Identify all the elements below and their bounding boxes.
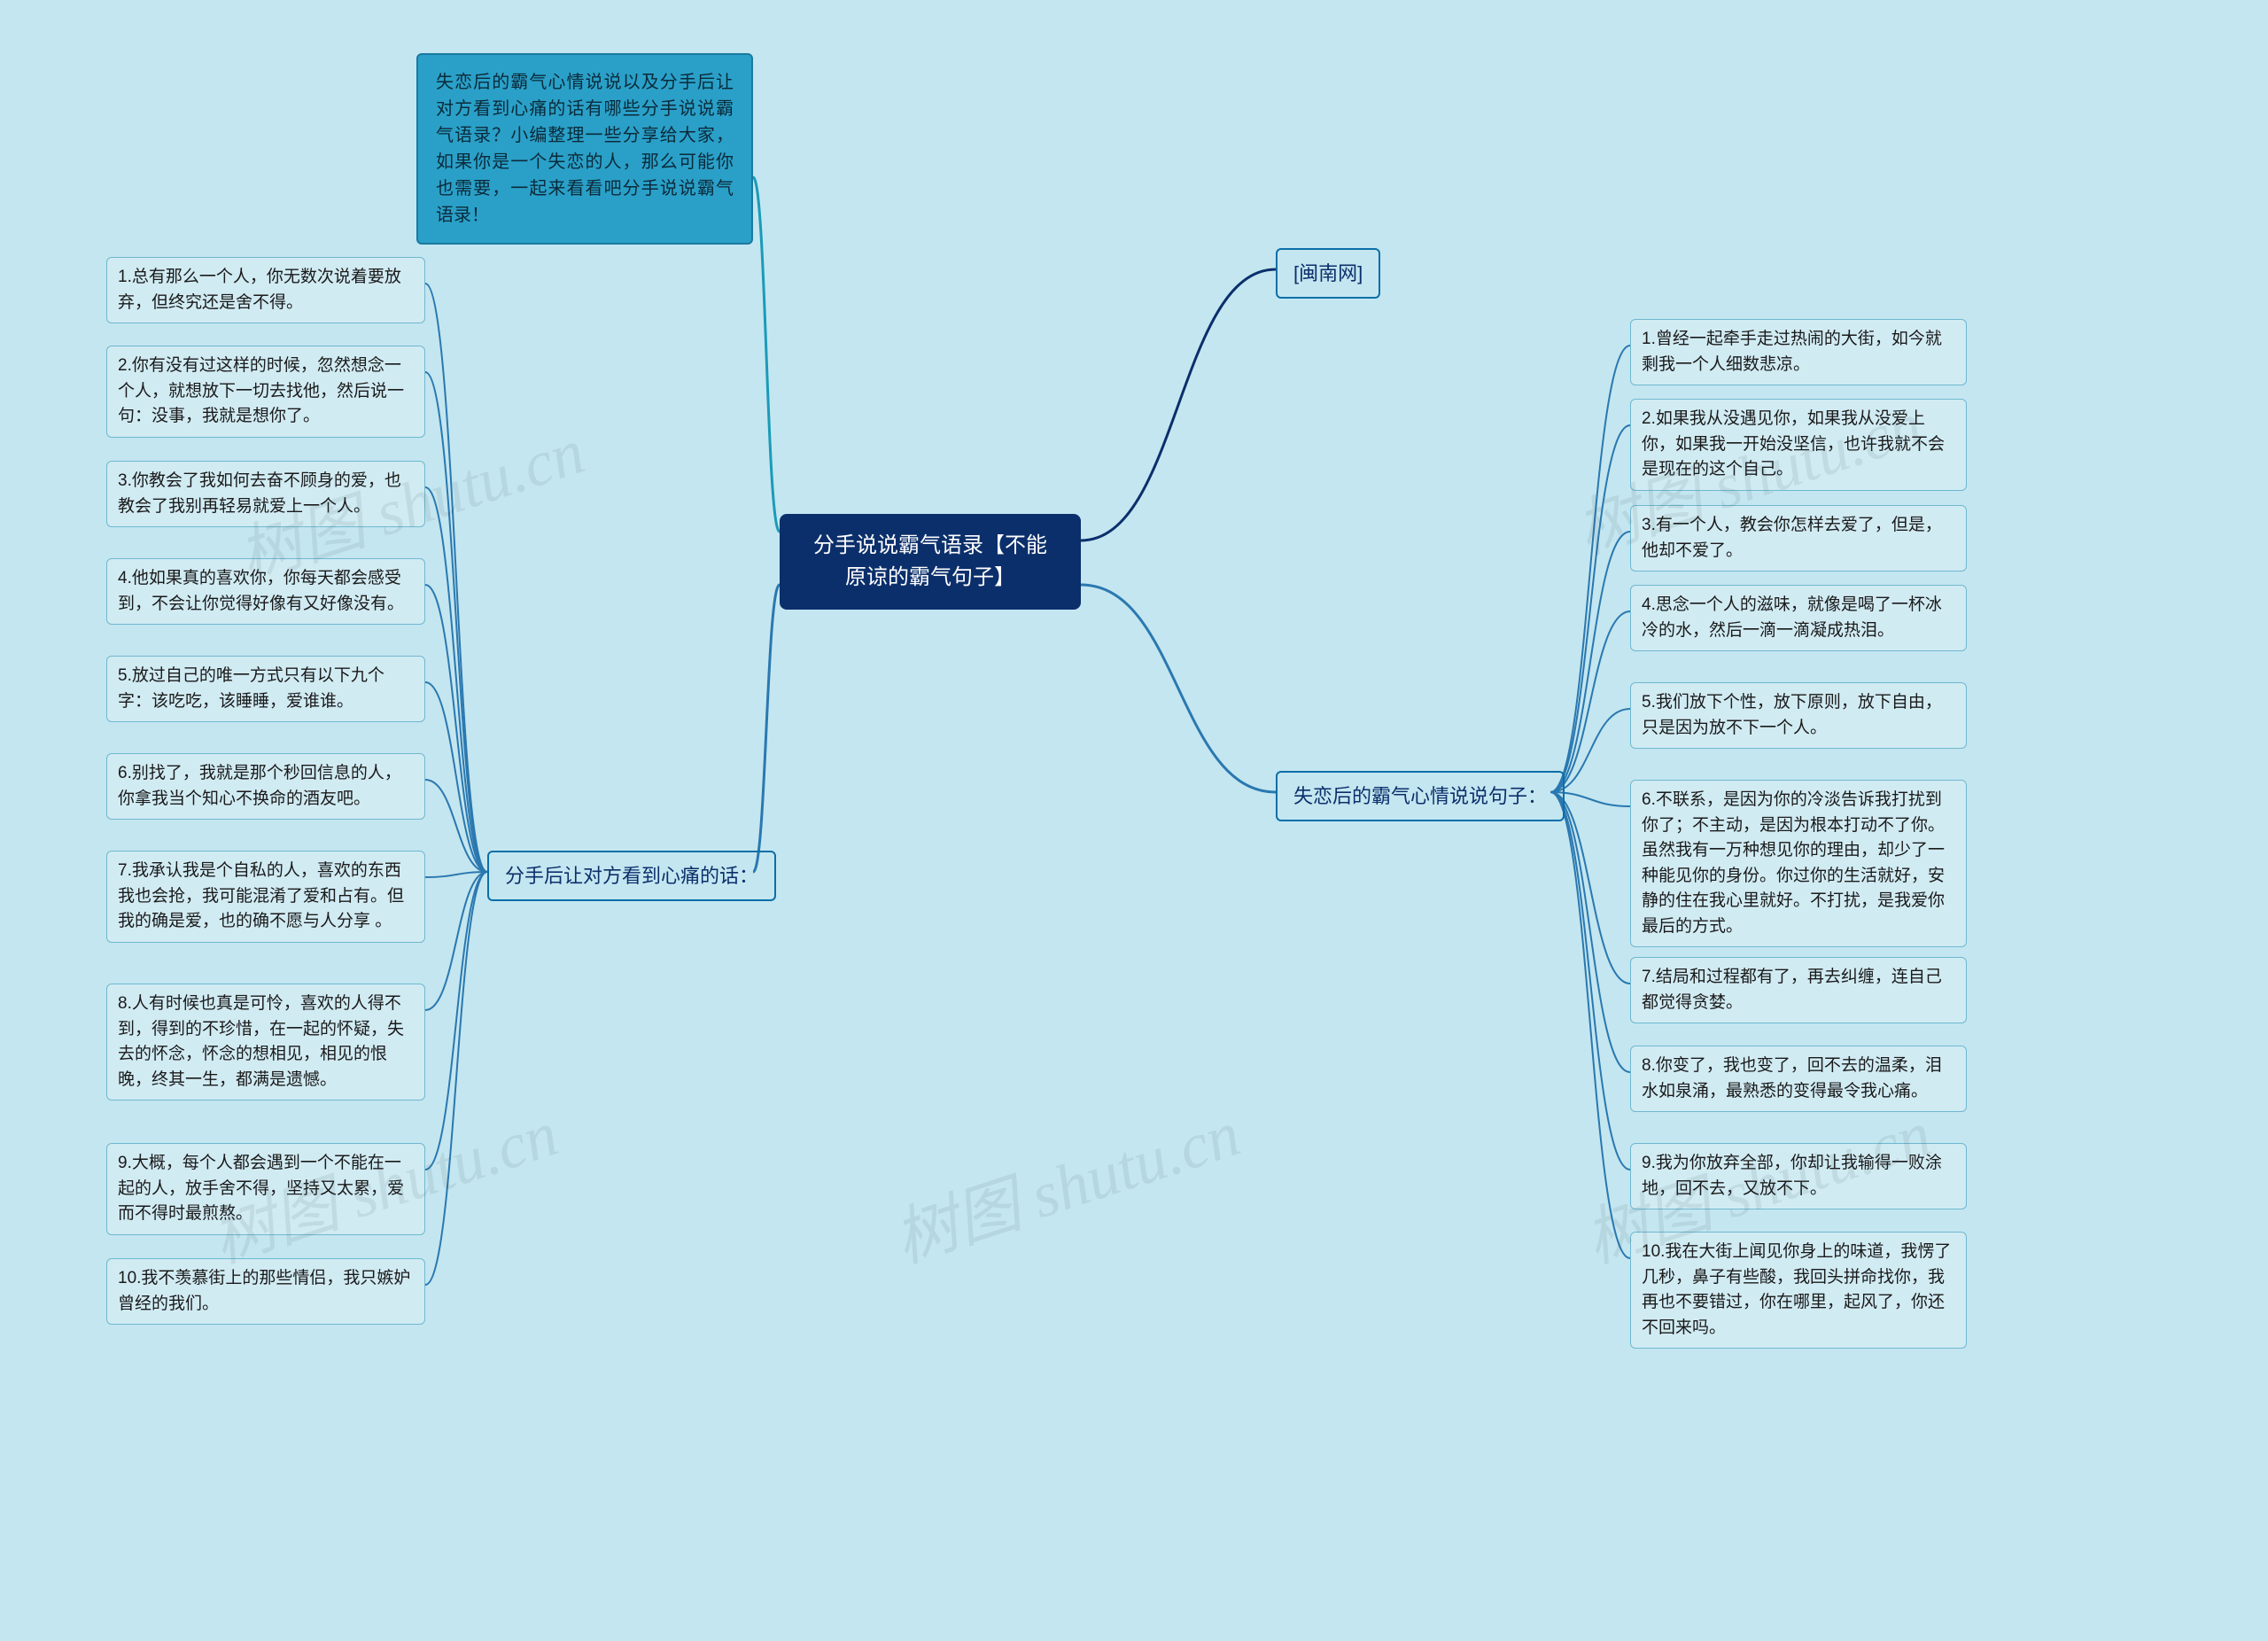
left-leaf-7-label: 7.我承认我是个自私的人，喜欢的东西我也会抢，我可能混淆了爱和占有。但我的确是爱… [118,861,404,930]
edge [1550,792,1630,1258]
edge [1550,792,1630,1170]
edge [425,682,487,872]
right-leaf-5: 5.我们放下个性，放下原则，放下自由，只是因为放不下一个人。 [1630,682,1967,749]
branch-left-label: 分手后让对方看到心痛的话： [505,865,758,887]
edge [753,585,780,872]
left-leaf-3-label: 3.你教会了我如何去奋不顾身的爱，也教会了我别再轻易就爱上一个人。 [118,471,401,516]
branch-right-label: 失恋后的霸气心情说说句子： [1293,785,1547,807]
edge [1550,611,1630,792]
right-leaf-8: 8.你变了，我也变了，回不去的温柔，泪水如泉涌，最熟悉的变得最令我心痛。 [1630,1046,1967,1112]
left-leaf-8-label: 8.人有时候也真是可怜，喜欢的人得不到，得到的不珍惜，在一起的怀疑，失去的怀念，… [118,994,404,1089]
right-leaf-3: 3.有一个人，教会你怎样去爱了，但是，他却不爱了。 [1630,505,1967,572]
edge [1550,346,1630,792]
right-leaf-4-label: 4.思念一个人的滋味，就像是喝了一杯冰冷的水，然后一滴一滴凝成热泪。 [1642,595,1942,640]
right-leaf-9-label: 9.我为你放弃全部，你却让我输得一败涂地，回不去，又放不下。 [1642,1154,1942,1198]
right-leaf-9: 9.我为你放弃全部，你却让我输得一败涂地，回不去，又放不下。 [1630,1143,1967,1209]
right-leaf-1: 1.曾经一起牵手走过热闹的大街，如今就剩我一个人细数悲凉。 [1630,319,1967,385]
right-leaf-6: 6.不联系，是因为你的冷淡告诉我打扰到你了；不主动，是因为根本打动不了你。虽然我… [1630,780,1967,947]
edge [1550,792,1630,984]
left-leaf-6-label: 6.别找了，我就是那个秒回信息的人，你拿我当个知心不换命的酒友吧。 [118,764,401,808]
edge [425,372,487,872]
right-leaf-4: 4.思念一个人的滋味，就像是喝了一杯冰冷的水，然后一滴一滴凝成热泪。 [1630,585,1967,651]
edge [753,177,780,532]
left-leaf-9: 9.大概，每个人都会遇到一个不能在一起的人，放手舍不得，坚持又太累，爱而不得时最… [106,1143,425,1235]
left-leaf-4: 4.他如果真的喜欢你，你每天都会感受到，不会让你觉得好像有又好像没有。 [106,558,425,625]
edge [425,872,487,1010]
edge [1550,425,1630,792]
right-leaf-7-label: 7.结局和过程都有了，再去纠缠，连自己都觉得贪婪。 [1642,968,1942,1012]
root-node-label: 分手说说霸气语录【不能原谅的霸气句子】 [813,533,1047,589]
right-leaf-1-label: 1.曾经一起牵手走过热闹的大街，如今就剩我一个人细数悲凉。 [1642,330,1942,374]
branch-minnan-label: [闽南网] [1293,262,1363,284]
left-leaf-1-label: 1.总有那么一个人，你无数次说着要放弃，但终究还是舍不得。 [118,268,401,312]
right-leaf-2: 2.如果我从没遇见你，如果我从没爱上你，如果我一开始没坚信，也许我就不会是现在的… [1630,399,1967,491]
left-leaf-4-label: 4.他如果真的喜欢你，你每天都会感受到，不会让你觉得好像有又好像没有。 [118,569,404,613]
left-leaf-9-label: 9.大概，每个人都会遇到一个不能在一起的人，放手舍不得，坚持又太累，爱而不得时最… [118,1154,404,1223]
left-leaf-2-label: 2.你有没有过这样的时候，忽然想念一个人，就想放下一切去找他，然后说一句：没事，… [118,356,404,425]
left-leaf-3: 3.你教会了我如何去奋不顾身的爱，也教会了我别再轻易就爱上一个人。 [106,461,425,527]
intro-box: 失恋后的霸气心情说说以及分手后让对方看到心痛的话有哪些分手说说霸气语录？小编整理… [416,53,753,245]
right-leaf-10: 10.我在大街上闻见你身上的味道，我愣了几秒，鼻子有些酸，我回头拼命找你，我再也… [1630,1232,1967,1349]
intro-box-label: 失恋后的霸气心情说说以及分手后让对方看到心痛的话有哪些分手说说霸气语录？小编整理… [436,73,734,225]
left-leaf-5: 5.放过自己的唯一方式只有以下九个字：该吃吃，该睡睡，爱谁谁。 [106,656,425,722]
edge [425,872,487,1170]
left-leaf-6: 6.别找了，我就是那个秒回信息的人，你拿我当个知心不换命的酒友吧。 [106,753,425,820]
mindmap-canvas: 分手说说霸气语录【不能原谅的霸气句子】 失恋后的霸气心情说说以及分手后让对方看到心… [0,0,2268,1641]
edge [425,487,487,872]
root-node: 分手说说霸气语录【不能原谅的霸气句子】 [780,514,1081,610]
left-leaf-1: 1.总有那么一个人，你无数次说着要放弃，但终究还是舍不得。 [106,257,425,323]
edge [425,872,487,1285]
right-leaf-10-label: 10.我在大街上闻见你身上的味道，我愣了几秒，鼻子有些酸，我回头拼命找你，我再也… [1642,1242,1951,1337]
right-leaf-7: 7.结局和过程都有了，再去纠缠，连自己都觉得贪婪。 [1630,957,1967,1023]
left-leaf-10: 10.我不羡慕街上的那些情侣，我只嫉妒曾经的我们。 [106,1258,425,1325]
right-leaf-2-label: 2.如果我从没遇见你，如果我从没爱上你，如果我一开始没坚信，也许我就不会是现在的… [1642,409,1945,478]
edge [1081,585,1276,792]
branch-right: 失恋后的霸气心情说说句子： [1276,771,1565,821]
left-leaf-5-label: 5.放过自己的唯一方式只有以下九个字：该吃吃，该睡睡，爱谁谁。 [118,666,384,711]
right-leaf-8-label: 8.你变了，我也变了，回不去的温柔，泪水如泉涌，最熟悉的变得最令我心痛。 [1642,1056,1942,1100]
edge [1081,269,1276,541]
left-leaf-8: 8.人有时候也真是可怜，喜欢的人得不到，得到的不珍惜，在一起的怀疑，失去的怀念，… [106,984,425,1100]
right-leaf-5-label: 5.我们放下个性，放下原则，放下自由，只是因为放不下一个人。 [1642,693,1942,737]
right-leaf-3-label: 3.有一个人，教会你怎样去爱了，但是，他却不爱了。 [1642,516,1942,560]
left-leaf-2: 2.你有没有过这样的时候，忽然想念一个人，就想放下一切去找他，然后说一句：没事，… [106,346,425,438]
branch-minnan: [闽南网] [1276,248,1380,299]
right-leaf-6-label: 6.不联系，是因为你的冷淡告诉我打扰到你了；不主动，是因为根本打动不了你。虽然我… [1642,790,1945,936]
left-leaf-10-label: 10.我不羡慕街上的那些情侣，我只嫉妒曾经的我们。 [118,1269,410,1313]
left-leaf-7: 7.我承认我是个自私的人，喜欢的东西我也会抢，我可能混淆了爱和占有。但我的确是爱… [106,851,425,943]
branch-left: 分手后让对方看到心痛的话： [487,851,776,901]
